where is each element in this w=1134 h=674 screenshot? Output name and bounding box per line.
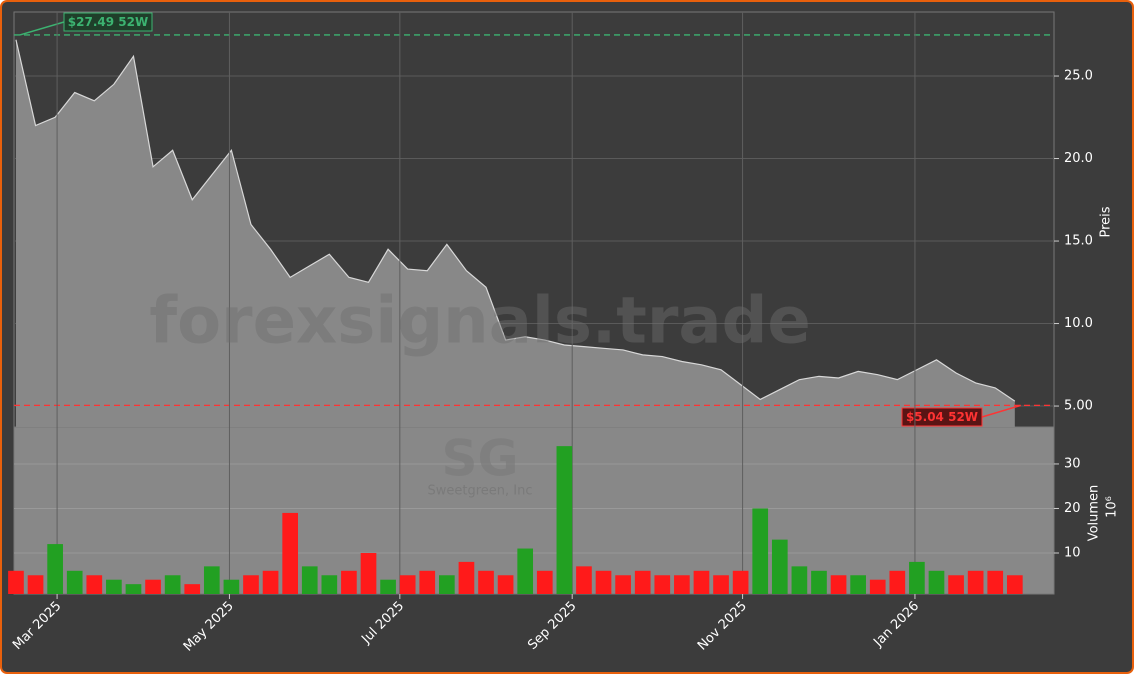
volume-bar [243,575,259,594]
volume-panel [13,426,1055,595]
volume-bar [301,566,318,594]
y-axis-label: Preis [1099,206,1114,237]
volume-bar [752,508,769,594]
annotation-arrow [981,404,1022,418]
y-tick-label: 30 [1064,456,1081,471]
volume-bar [634,570,651,594]
volume-bar [693,570,710,594]
volume-bar [654,575,671,594]
volume-bar [732,570,749,594]
volume-bar [262,570,279,594]
volume-bar [184,584,201,594]
y-tick-label: 20.0 [1064,151,1093,166]
volume-bar [47,544,63,594]
volume-bar [439,575,455,594]
volume-bar [576,566,592,594]
volume-bar [850,575,866,594]
y-tick-label: 5.00 [1064,399,1093,414]
volume-bar [458,561,475,594]
volume-bar [203,566,220,594]
volume-bar [791,566,808,594]
price-line [15,39,1016,402]
annotation-box [63,12,153,32]
volume-bar [909,561,925,594]
volume-bar [145,579,161,594]
volume-bar [771,539,788,594]
y-tick-label: 10.0 [1064,316,1093,331]
volume-bar [478,570,494,594]
volume-bar [27,575,44,594]
annotation-label: $5.04 52W [906,410,978,424]
volume-bar [86,575,103,594]
volume-bar [497,575,514,594]
volume-bar [615,575,631,594]
volume-bar [889,570,906,594]
volume-bar [106,579,122,594]
volume-bar [713,575,729,594]
volume-bar [399,575,416,594]
volume-bar [948,575,964,594]
volume-bar [360,552,377,594]
volume-bar [674,575,690,594]
volume-bar [595,570,612,594]
volume-bar [967,570,984,594]
volume-bar [66,570,83,594]
y-tick-label: 20 [1064,501,1081,516]
y-tick-label: 15.0 [1064,234,1093,249]
volume-bar [987,570,1004,594]
annotation-box [901,407,983,427]
watermark: forexsignals.trade [149,285,811,359]
annotation-label: $27.49 52W [68,15,148,29]
volume-bar [869,579,886,594]
volume-bar [928,570,945,594]
volume-bar [321,575,338,594]
volume-bar [556,446,573,594]
volume-axis-label: Volumen [1087,485,1102,542]
y-tick-label: 10 [1064,545,1081,560]
watermark-ticker: SG [441,430,518,488]
price-area [15,39,1015,427]
volume-bar [341,570,357,594]
volume-bar [536,570,553,594]
volume-bar [380,579,396,594]
volume-bar [1006,575,1023,594]
volume-bar [223,579,240,594]
volume-bar [811,570,827,594]
volume-bar [830,575,847,594]
volume-bar [419,570,436,594]
volume-bar [517,548,534,594]
watermark-company: Sweetgreen, Inc [427,484,532,499]
y-tick-label: 25.0 [1064,69,1093,84]
volume-bar [282,512,298,594]
volume-bar [164,575,181,594]
volume-bar [8,570,24,594]
volume-unit: 10⁶ [1105,496,1120,518]
volume-bar [125,584,142,594]
